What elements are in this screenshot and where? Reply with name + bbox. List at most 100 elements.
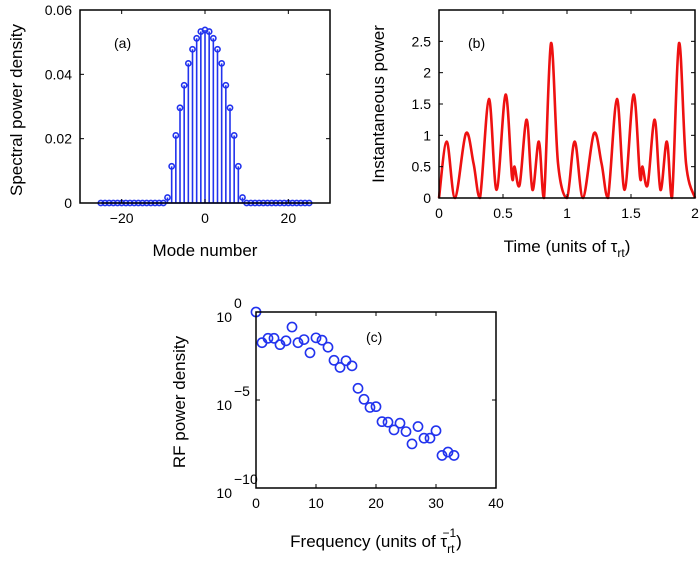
panel-b-ytick-label: 1: [423, 127, 431, 143]
panel-b-xlabel-sub: rt: [617, 246, 625, 260]
panel-c-xlabel-sup: −1: [442, 526, 456, 540]
stem-marker: [176, 104, 184, 112]
scatter-point: [388, 424, 400, 436]
scatter-point: [364, 401, 376, 413]
panel-a-xtick-label: −20: [110, 210, 134, 226]
scatter-point: [370, 401, 382, 413]
scatter-point: [328, 354, 340, 366]
scatter-point: [436, 450, 448, 461]
panel-c-ytick-base: 10: [216, 485, 232, 501]
panel-c-xlabel-main: Frequency (units of τ: [290, 532, 447, 551]
scatter-point: [280, 335, 292, 347]
panel-b-xtick-label: 1.5: [621, 205, 641, 221]
stem-marker: [184, 59, 192, 67]
scatter-point: [394, 417, 406, 429]
panel-b-ytick-label: 2.5: [412, 33, 432, 49]
panel-c-ytick-exp: −5: [234, 383, 250, 399]
panel-b-xlabel: Time (units of τrt): [504, 237, 631, 260]
stem-marker: [164, 194, 171, 201]
scatter-point: [352, 382, 364, 394]
panel-c-ytick-exp: −10: [234, 471, 258, 487]
scatter-point: [346, 360, 358, 372]
scatter-point: [412, 421, 424, 432]
scatter-point: [376, 416, 388, 428]
panel-c-annotation: (c): [366, 329, 382, 345]
panel-b-xtick-label: 0.5: [493, 205, 513, 221]
panel-b-xlabel-close: ): [625, 237, 631, 256]
series-line: [437, 41, 697, 200]
panel-a-marks: [97, 26, 313, 207]
panel-c-xtick-label: 10: [308, 495, 324, 511]
scatter-point: [418, 432, 430, 444]
stem-marker: [222, 81, 230, 89]
panel-a-ytick-label: 0: [64, 195, 72, 211]
panel-b-ytick-label: 0.5: [412, 159, 432, 175]
panel-a-xlabel: Mode number: [153, 241, 258, 260]
panel-b-ytick-label: 0: [423, 190, 431, 206]
scatter-point: [304, 347, 316, 359]
panel-b-xtick-label: 0: [435, 205, 443, 221]
scatter-point: [322, 341, 334, 353]
panel-c-ytick-base: 10: [216, 397, 232, 413]
panel-b-ytick-label: 2: [423, 65, 431, 81]
scatter-point: [292, 337, 304, 349]
panel-b-xtick-label: 2: [691, 205, 699, 221]
stem-marker: [234, 162, 242, 170]
panel-b-ticks: 0 0.5 1 1.5 2 0 0.5 1 1.5 2 2.5: [412, 10, 699, 221]
panel-a-xtick-label: 0: [201, 210, 209, 226]
scatter-point: [334, 362, 346, 373]
panel-a-xtick-label: 20: [281, 210, 297, 226]
scatter-point: [442, 446, 454, 458]
panel-a-ticks: −20 0 20 0 0.02 0.04 0.06: [45, 2, 330, 226]
panel-c-ylabel: RF power density: [170, 335, 189, 468]
scatter-point: [262, 332, 274, 344]
panel-c-xlabel-close: ): [456, 532, 462, 551]
stem-marker: [180, 81, 188, 89]
stem-marker: [205, 28, 213, 35]
panel-a-annotation: (a): [114, 35, 131, 51]
scatter-point: [340, 355, 352, 367]
panel-c-marks: [250, 306, 460, 461]
stem-marker: [214, 45, 221, 53]
panel-b: 0 0.5 1 1.5 2 0 0.5 1 1.5 2 2.5 (b) Time (units of…: [369, 9, 699, 260]
stem-marker: [226, 104, 234, 112]
scatter-point: [382, 416, 394, 428]
panel-a-ytick-label: 0.02: [45, 131, 72, 147]
scatter-point: [400, 426, 412, 438]
panel-a-ytick-label: 0.06: [45, 2, 72, 18]
panel-b-marks: [437, 41, 697, 200]
stem-marker: [209, 34, 217, 42]
stem-marker: [189, 45, 196, 53]
panel-c-xtick-label: 30: [428, 495, 444, 511]
panel-c-xtick-label: 40: [488, 495, 504, 511]
panel-c-xlabel: Frequency (units of τrt −1): [290, 526, 462, 556]
panel-a: −20 0 20 0 0.02 0.04 0.06 (a) Mode number Spec…: [7, 2, 331, 260]
panel-a-ylabel: Spectral power density: [7, 24, 26, 196]
panel-c-xtick-label: 20: [368, 495, 384, 511]
panel-b-xtick-label: 1: [563, 205, 571, 221]
scatter-point: [358, 393, 370, 405]
stem-marker: [193, 34, 201, 42]
panel-b-xlabel-main: Time (units of τ: [504, 237, 618, 256]
scatter-point: [310, 332, 322, 344]
scatter-point: [406, 438, 418, 450]
stem-marker: [168, 162, 176, 170]
stem-marker: [172, 132, 180, 139]
stem-marker: [230, 132, 238, 139]
stem-marker: [218, 59, 226, 67]
stem-marker: [239, 194, 246, 201]
panel-c-ytick-exp: 0: [234, 295, 242, 311]
scatter-point: [424, 432, 436, 444]
panel-c-xlabel-sub: rt: [447, 542, 455, 556]
scatter-point: [298, 334, 310, 346]
panel-b-ytick-label: 1.5: [412, 96, 432, 112]
scatter-point: [268, 332, 280, 344]
scatter-point: [286, 321, 298, 333]
scatter-point: [316, 334, 328, 346]
panel-b-ylabel: Instantaneous power: [369, 25, 388, 183]
scatter-point: [430, 425, 442, 437]
panel-b-annotation: (b): [468, 35, 485, 51]
panel-a-ytick-label: 0.04: [45, 66, 72, 82]
